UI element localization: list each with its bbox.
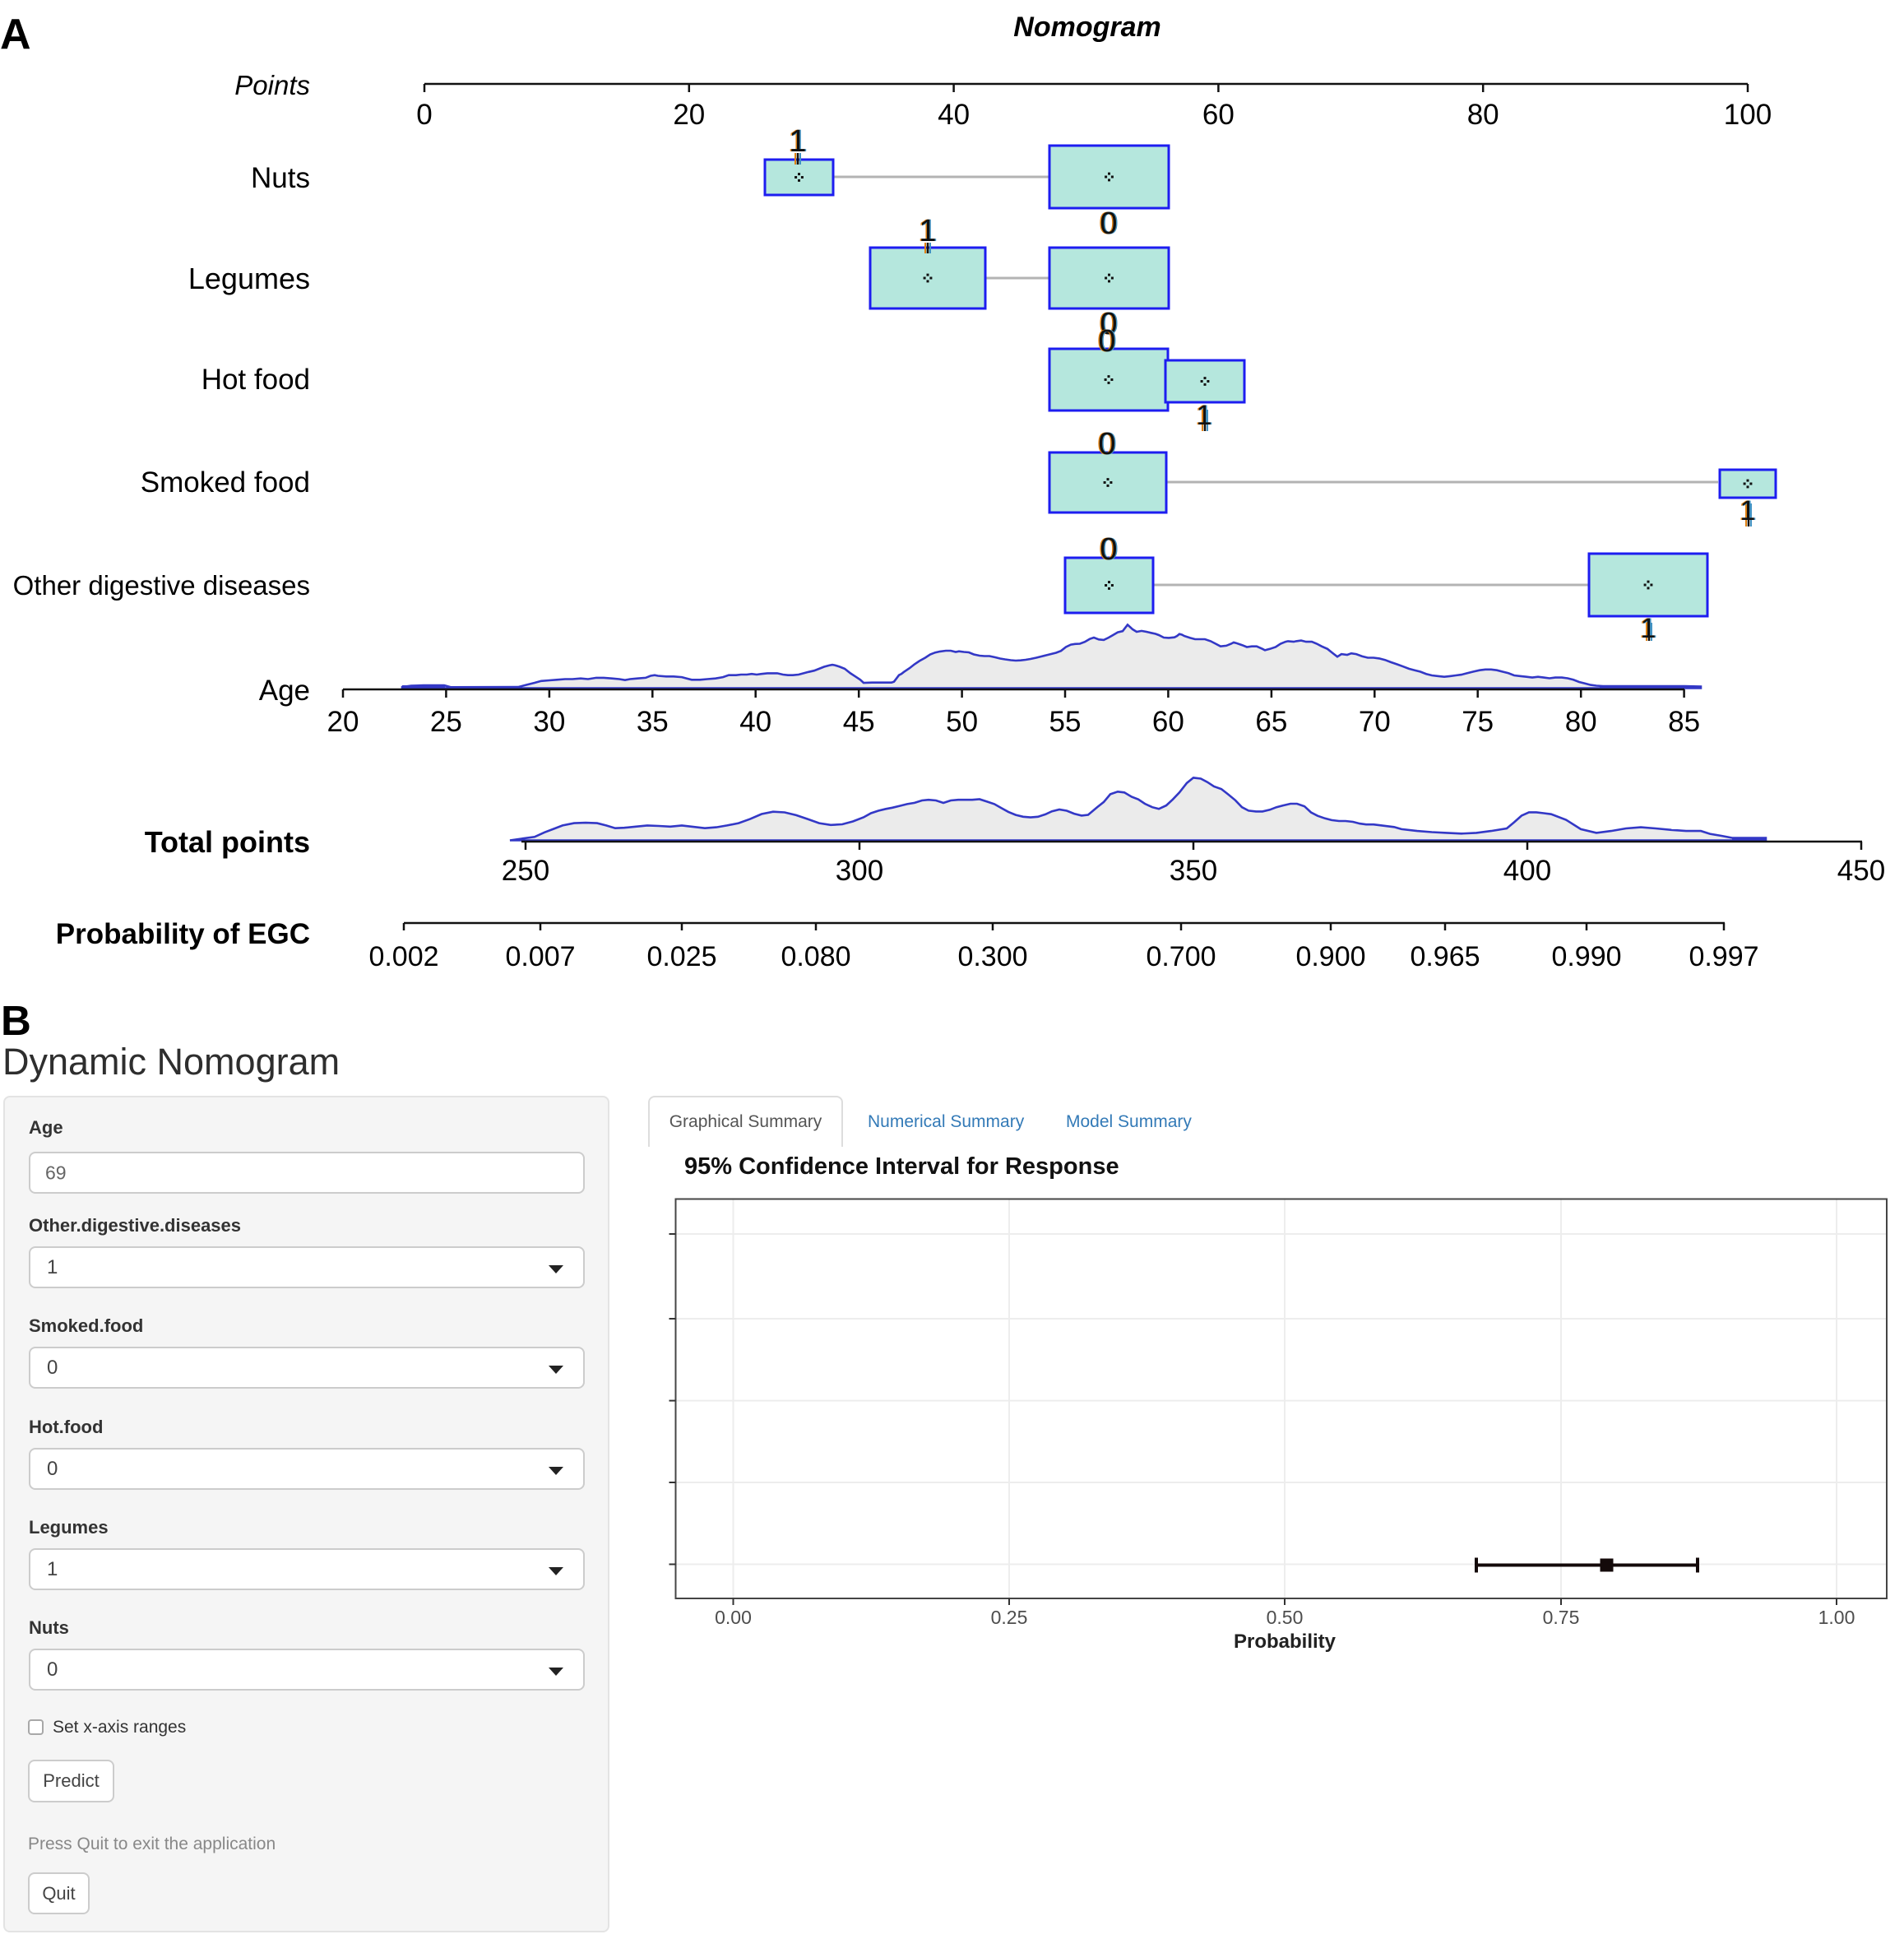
svg-text:1: 1 — [1641, 613, 1656, 644]
svg-text:1: 1 — [920, 214, 938, 248]
svg-text:250: 250 — [502, 855, 549, 887]
svg-text:0.965: 0.965 — [1410, 941, 1480, 972]
svg-text:0.990: 0.990 — [1551, 941, 1621, 972]
svg-text:0: 0 — [1099, 206, 1116, 241]
svg-text:1: 1 — [789, 124, 806, 159]
svg-text:0: 0 — [1098, 427, 1115, 462]
svg-text:0.75: 0.75 — [1543, 1607, 1580, 1628]
svg-text:0: 0 — [1097, 427, 1114, 462]
svg-text:0.080: 0.080 — [781, 941, 850, 972]
svg-text:Probability: Probability — [1234, 1631, 1337, 1653]
svg-text:0.25: 0.25 — [991, 1607, 1028, 1628]
svg-text:0: 0 — [1097, 324, 1114, 359]
svg-text:0.997: 0.997 — [1689, 941, 1758, 972]
svg-text:1: 1 — [1739, 495, 1754, 526]
svg-text:0.002: 0.002 — [368, 941, 438, 972]
svg-text:0: 0 — [1100, 427, 1117, 462]
svg-text:50: 50 — [946, 706, 978, 738]
svg-text:400: 400 — [1503, 855, 1551, 887]
svg-text:60: 60 — [1152, 706, 1184, 738]
svg-text:85: 85 — [1668, 706, 1700, 738]
svg-text:1: 1 — [1741, 495, 1757, 526]
svg-text:Legumes: Legumes — [188, 262, 310, 295]
svg-text:0.50: 0.50 — [1267, 1607, 1304, 1628]
svg-text:0: 0 — [1099, 307, 1116, 341]
svg-text:80: 80 — [1467, 99, 1499, 131]
svg-text:1: 1 — [918, 214, 935, 248]
svg-text:0: 0 — [1100, 206, 1117, 241]
svg-text:0.025: 0.025 — [646, 941, 716, 972]
svg-text:A: A — [0, 11, 31, 58]
svg-text:Points: Points — [234, 70, 310, 100]
svg-text:0: 0 — [1098, 324, 1115, 359]
svg-text:30: 30 — [533, 706, 565, 738]
svg-text:65: 65 — [1255, 706, 1287, 738]
svg-text:60: 60 — [1202, 99, 1235, 131]
svg-text:40: 40 — [938, 99, 970, 131]
svg-text:1.00: 1.00 — [1818, 1607, 1855, 1628]
svg-text:1: 1 — [1642, 613, 1657, 644]
svg-text:0: 0 — [1101, 206, 1119, 241]
svg-text:Total points: Total points — [145, 825, 310, 859]
svg-text:450: 450 — [1837, 855, 1885, 887]
svg-text:1: 1 — [790, 124, 808, 159]
svg-text:100: 100 — [1724, 99, 1772, 131]
svg-text:40: 40 — [739, 706, 771, 738]
svg-text:45: 45 — [843, 706, 875, 738]
svg-text:1: 1 — [1740, 495, 1756, 526]
svg-text:Nomogram: Nomogram — [1013, 12, 1160, 43]
svg-text:Age: Age — [259, 675, 310, 707]
svg-text:20: 20 — [673, 99, 705, 131]
svg-text:1: 1 — [1639, 613, 1655, 644]
svg-text:1: 1 — [1198, 400, 1213, 431]
svg-text:Other digestive diseases: Other digestive diseases — [13, 570, 310, 601]
svg-text:1: 1 — [919, 214, 936, 248]
svg-text:1: 1 — [1195, 400, 1211, 431]
svg-text:0: 0 — [1100, 532, 1117, 567]
svg-text:Hot food: Hot food — [202, 364, 310, 396]
svg-text:70: 70 — [1359, 706, 1391, 738]
svg-text:0: 0 — [1100, 324, 1117, 359]
svg-text:1: 1 — [1197, 400, 1212, 431]
svg-text:Probability of EGC: Probability of EGC — [56, 918, 310, 950]
svg-text:0.007: 0.007 — [505, 941, 575, 972]
svg-text:1: 1 — [788, 124, 805, 159]
svg-text:35: 35 — [637, 706, 669, 738]
svg-text:300: 300 — [836, 855, 883, 887]
svg-text:0.300: 0.300 — [957, 941, 1027, 972]
svg-text:0.700: 0.700 — [1146, 941, 1216, 972]
svg-text:0.900: 0.900 — [1295, 941, 1365, 972]
svg-text:0: 0 — [416, 99, 432, 131]
svg-text:0: 0 — [1101, 307, 1119, 341]
svg-text:0: 0 — [1101, 532, 1119, 567]
svg-text:0: 0 — [1100, 307, 1117, 341]
svg-text:0.00: 0.00 — [715, 1607, 752, 1628]
svg-text:Nuts: Nuts — [251, 162, 310, 194]
svg-text:55: 55 — [1049, 706, 1082, 738]
svg-text:80: 80 — [1565, 706, 1597, 738]
svg-text:0: 0 — [1099, 532, 1116, 567]
svg-text:25: 25 — [430, 706, 462, 738]
svg-text:350: 350 — [1170, 855, 1217, 887]
svg-text:75: 75 — [1462, 706, 1494, 738]
svg-text:Smoked food: Smoked food — [141, 466, 310, 499]
svg-text:20: 20 — [327, 706, 359, 738]
